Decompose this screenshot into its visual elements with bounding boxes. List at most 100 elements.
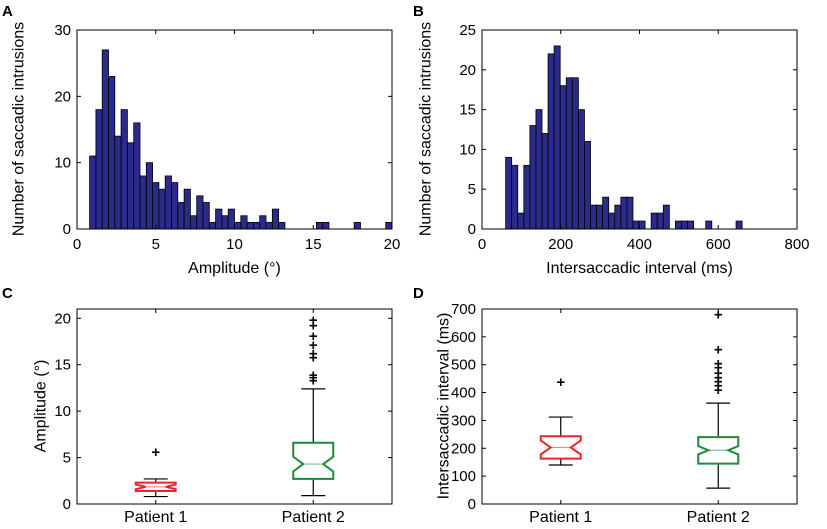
histogram-bar xyxy=(571,77,579,230)
outlier-marker: + xyxy=(309,373,318,390)
x-tick-label: 0 xyxy=(478,236,486,253)
histogram-bar xyxy=(215,208,223,230)
histogram-bar xyxy=(577,109,585,230)
histogram-bar xyxy=(523,164,531,230)
histogram-bar xyxy=(517,212,525,230)
category-label-patient-2: Patient 2 xyxy=(282,509,345,526)
histogram-bar xyxy=(145,162,154,230)
histogram-bar xyxy=(735,220,743,230)
histogram-bar xyxy=(271,208,279,230)
y-tick-label: 400 xyxy=(451,385,476,402)
histogram-bar xyxy=(265,221,273,230)
box-patient-1: + xyxy=(539,374,582,466)
histogram-bar xyxy=(505,156,513,230)
outlier-marker: + xyxy=(714,341,723,358)
histogram-bar xyxy=(681,220,688,230)
box-patient-1: + xyxy=(134,444,177,498)
y-tick-label: 200 xyxy=(451,440,476,457)
y-tick-label: 5 xyxy=(63,450,71,467)
y-tick-label: 30 xyxy=(54,22,71,39)
histogram-bar xyxy=(89,155,97,230)
y-axis-label: Intersaccadic interval (ms) xyxy=(436,313,453,500)
x-tick-label: 600 xyxy=(706,236,731,253)
y-tick-label: 10 xyxy=(54,155,71,172)
histogram-bar xyxy=(158,188,166,230)
histogram-bar xyxy=(614,204,622,230)
y-tick-label: 10 xyxy=(54,403,71,420)
outlier-marker: + xyxy=(309,318,318,335)
category-label-patient-2: Patient 2 xyxy=(687,509,750,526)
histogram-bar xyxy=(529,125,537,230)
y-axis-label: Number of saccadic intrusions xyxy=(11,22,28,236)
y-tick-label: 300 xyxy=(451,412,476,429)
outlier-marker: + xyxy=(309,328,318,345)
histogram-bar xyxy=(541,133,549,230)
histogram-bar xyxy=(240,215,248,230)
category-label-patient-1: Patient 1 xyxy=(529,509,592,526)
histogram-bar xyxy=(127,142,135,230)
histogram-bar xyxy=(662,204,670,230)
histogram-bar xyxy=(565,77,573,230)
histogram-bar xyxy=(608,212,616,230)
histogram-bar xyxy=(650,212,658,230)
y-tick-label: 10 xyxy=(459,141,476,158)
outlier-marker: + xyxy=(714,360,723,377)
y-axis-label: Amplitude (°) xyxy=(33,360,50,453)
outlier-marker: + xyxy=(309,337,318,354)
histogram-amplitude-bars xyxy=(89,49,393,230)
histogram-bar xyxy=(171,182,179,230)
y-tick-label: 15 xyxy=(459,102,476,119)
histogram-bar xyxy=(234,221,242,230)
category-label-patient-1: Patient 1 xyxy=(124,509,187,526)
outlier-marker: + xyxy=(714,307,723,324)
histogram-bar xyxy=(620,196,628,230)
y-tick-label: 600 xyxy=(451,329,476,346)
histogram-bar xyxy=(553,45,561,230)
outlier-marker: + xyxy=(309,349,318,366)
axis-ticks: 0 100 200 300 400 500 600 700 xyxy=(451,301,797,513)
boxplot-amplitude-boxes: ++++++++++ xyxy=(134,312,335,498)
histogram-intersaccadic-bars xyxy=(505,45,743,230)
histogram-bar xyxy=(278,221,286,230)
x-tick-label: 20 xyxy=(384,236,401,253)
histogram-bar xyxy=(114,135,122,230)
y-tick-label: 0 xyxy=(63,496,71,513)
y-tick-label: 15 xyxy=(54,357,71,374)
histogram-bar xyxy=(108,76,116,230)
box-body xyxy=(292,441,335,480)
histogram-bar xyxy=(120,109,128,230)
outlier-marker: + xyxy=(714,355,723,372)
y-tick-label: 20 xyxy=(54,88,71,105)
outlier-marker: + xyxy=(309,312,318,329)
histogram-bar xyxy=(164,175,172,230)
histogram-bar xyxy=(626,196,634,230)
histogram-bar xyxy=(246,221,254,230)
outlier-marker: + xyxy=(714,378,723,395)
histogram-bar xyxy=(221,215,229,230)
histogram-bar xyxy=(535,109,543,230)
histogram-amplitude: 0 5 10 15 20 0 10 20 30 Amplitude (°) Number of … xyxy=(11,22,401,277)
x-tick-label: 200 xyxy=(548,236,573,253)
x-tick-label: 800 xyxy=(784,236,809,253)
histogram-bar xyxy=(590,204,597,230)
y-tick-label: 25 xyxy=(459,22,476,39)
histogram-bar xyxy=(602,196,610,230)
outlier-marker: + xyxy=(714,365,723,382)
outlier-marker: + xyxy=(556,374,565,391)
y-tick-label: 0 xyxy=(468,496,476,513)
y-tick-label: 500 xyxy=(451,357,476,374)
histogram-bar xyxy=(139,175,147,230)
histogram-bar xyxy=(183,188,191,230)
y-tick-label: 0 xyxy=(63,221,71,238)
histogram-bar xyxy=(315,221,324,230)
axis-ticks: 0 5 10 15 20 0 10 20 30 xyxy=(54,22,400,253)
panel-letter-a: A xyxy=(2,3,13,20)
outlier-marker: + xyxy=(714,382,723,399)
histogram-bar xyxy=(596,204,604,230)
panel-letter-b: B xyxy=(413,3,424,20)
histogram-bar xyxy=(385,221,393,230)
y-tick-label: 5 xyxy=(468,181,476,198)
histogram-bar xyxy=(133,122,141,230)
box-patient-2: +++++++++ xyxy=(292,312,335,497)
